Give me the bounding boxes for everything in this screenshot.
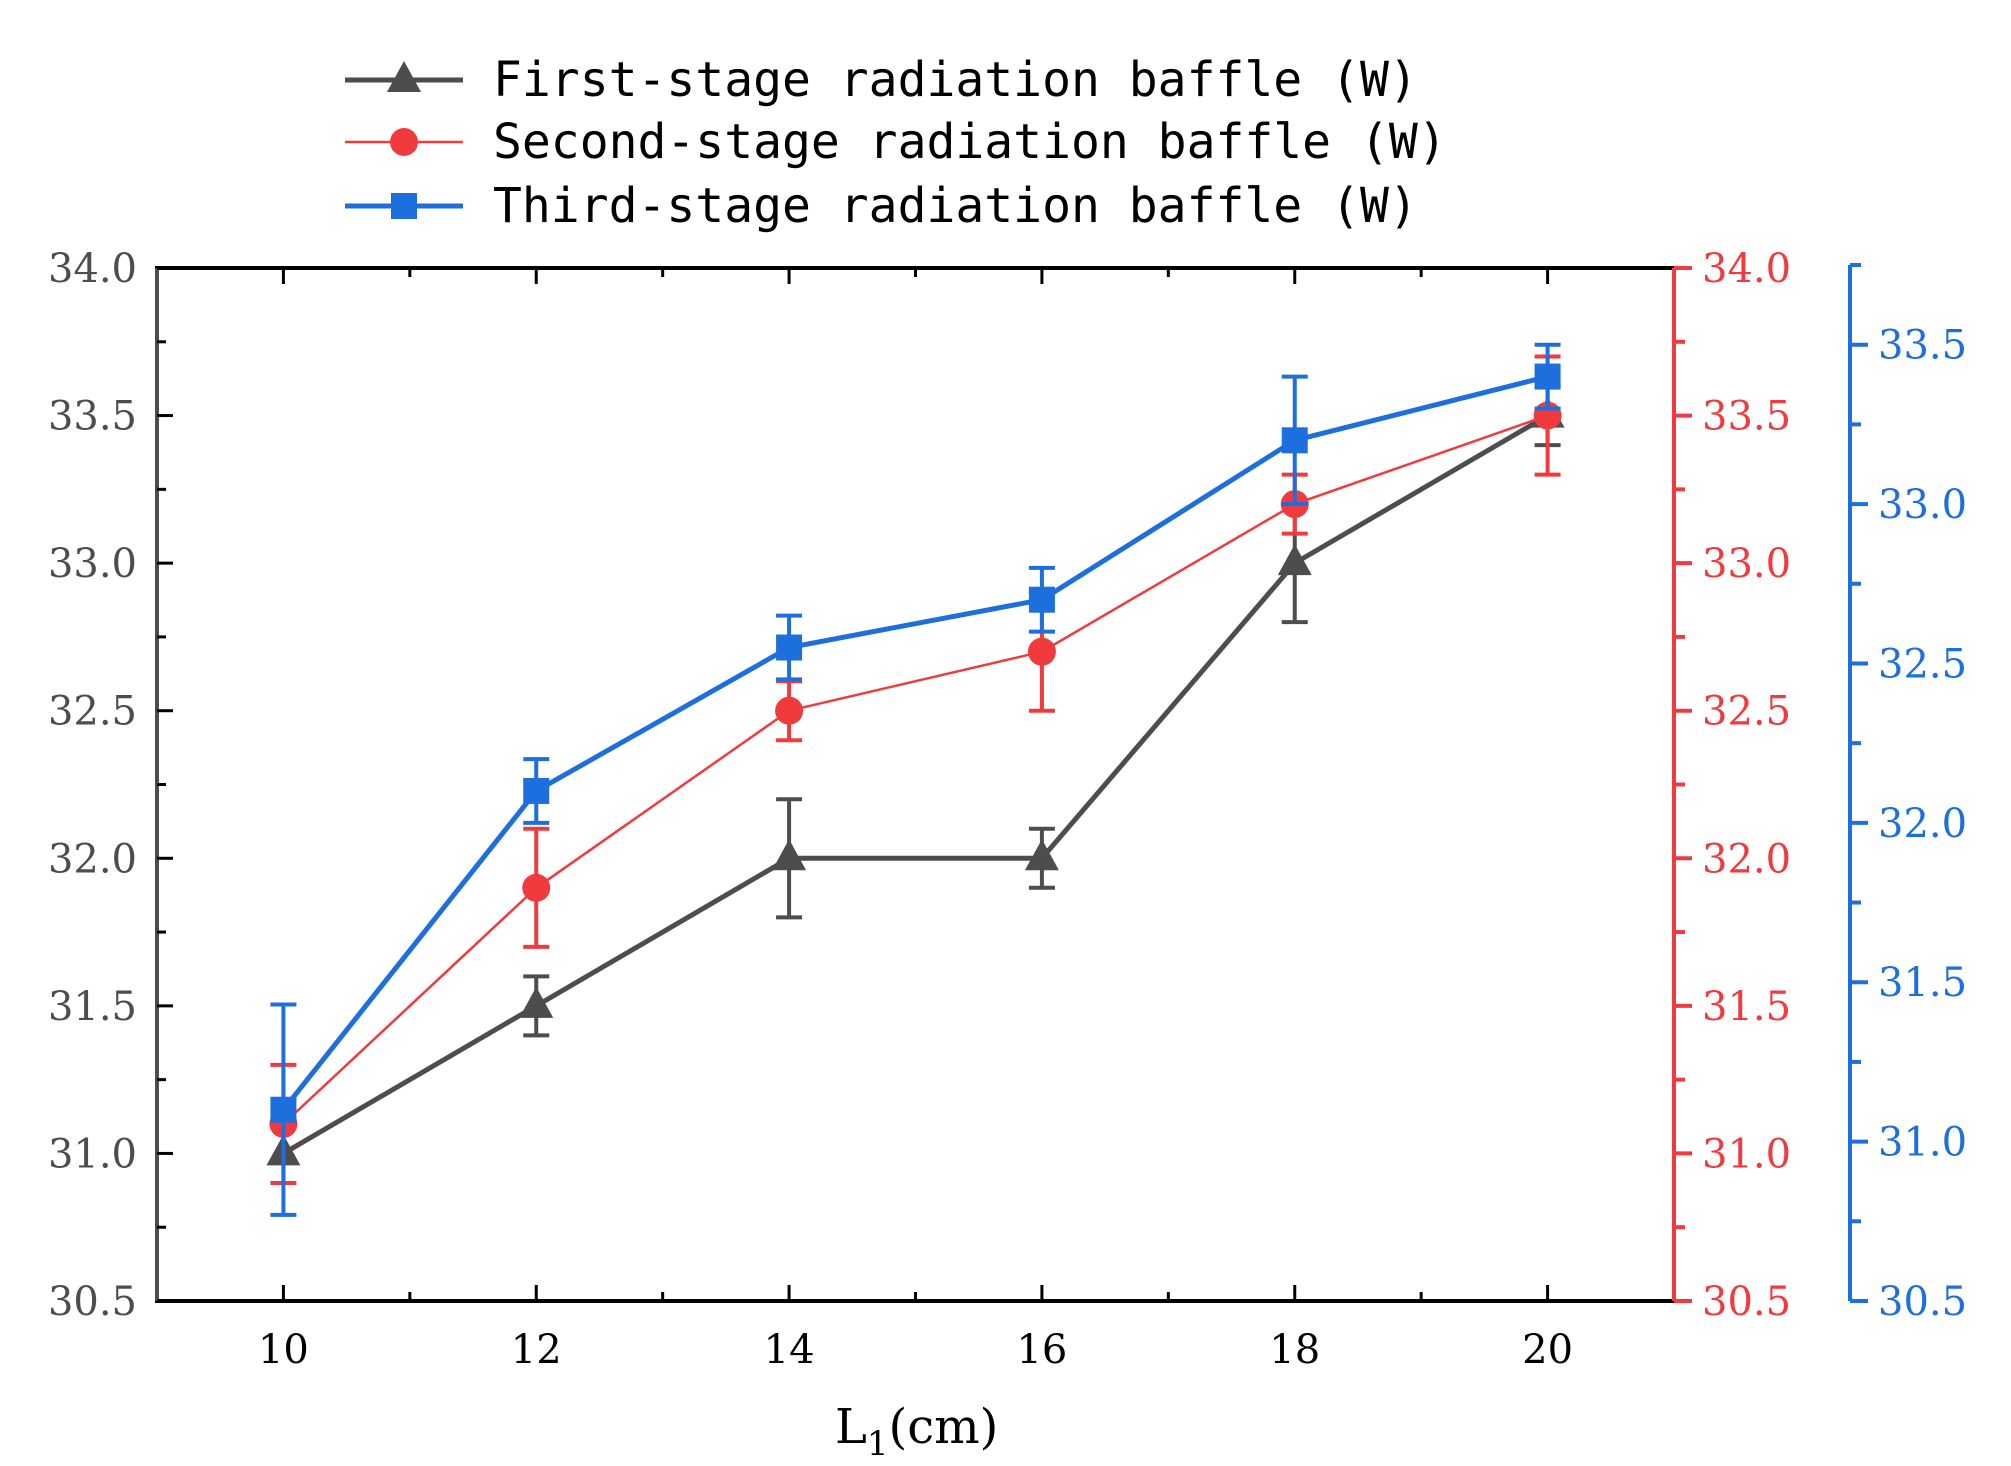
circle-marker [390,128,418,156]
x-axis-title: L1(cm) [835,1399,998,1464]
plot-frame [155,266,1676,1303]
right-red-axis-tick-label: 33.5 [1702,394,1791,440]
circle-marker [775,696,804,725]
axes-layer: 10 12 14 16 18 20 30.5 31.0 31.5 32.0 32.5 33.0 33.5… [48,246,1967,1373]
x-tick-label: 18 [1269,1327,1320,1373]
legend-label: Third-stage radiation baffle (W) [493,178,1418,234]
right-blue-axis-tick-label: 33.0 [1878,482,1967,528]
right-red-axis-tick-label: 30.5 [1702,1279,1791,1325]
series-2 [269,354,1562,1185]
x-tick-label: 12 [511,1327,562,1373]
circle-marker [522,873,551,902]
legend: First-stage radiation baffle (W) Second-s… [345,52,1447,234]
right-blue-axis-tick-label: 33.5 [1878,323,1967,369]
triangle-marker [387,61,421,92]
right-blue-axis-tick-label: 31.0 [1878,1120,1967,1166]
left-axis-tick-label: 31.5 [48,984,137,1030]
right-red-axis-tick-label: 33.0 [1702,541,1791,587]
left-axis-tick-label: 33.5 [48,394,137,440]
right-blue-axis-tick-label: 32.0 [1878,801,1967,847]
left-axis-tick-label: 30.5 [48,1279,137,1325]
square-marker [1281,427,1308,454]
series-line [282,414,1548,1125]
series-line [281,374,1549,1112]
square-marker [523,777,550,804]
legend-label: First-stage radiation baffle (W) [493,52,1418,108]
triangle-marker [772,839,807,871]
left-axis-tick-label: 34.0 [48,246,137,292]
right-blue-axis-tick-label: 32.5 [1878,641,1967,687]
right-red-axis-tick-label: 34.0 [1702,246,1791,292]
left-axis-tick-label: 33.0 [48,541,137,587]
square-marker [776,634,803,661]
right-blue-axis-tick-label: 31.5 [1878,960,1967,1006]
x-tick-label: 20 [1522,1327,1573,1373]
triangle-marker [519,986,554,1018]
legend-item-2: Second-stage radiation baffle (W) [345,114,1447,170]
legend-label: Second-stage radiation baffle (W) [493,114,1447,170]
x-tick-label: 16 [1016,1327,1067,1373]
left-axis-tick-label: 31.0 [48,1131,137,1177]
legend-item-1: First-stage radiation baffle (W) [345,52,1418,108]
circle-marker [1027,637,1056,666]
square-marker [391,193,417,219]
x-tick-label: 10 [258,1327,309,1373]
triangle-marker [1277,544,1312,576]
x-axis-title-sub: 1 [867,1424,889,1464]
right-red-axis-tick-label: 31.5 [1702,984,1791,1030]
right-blue-axis-tick-label: 30.5 [1878,1279,1967,1325]
x-tick-label: 14 [764,1327,815,1373]
triangle-marker [1024,839,1059,871]
series-1 [266,384,1565,1166]
series-3 [270,342,1561,1217]
square-marker [1028,586,1055,613]
right-red-axis-tick-label: 31.0 [1702,1131,1791,1177]
x-axis-title-unit: (cm) [889,1399,999,1455]
left-axis-tick-label: 32.5 [48,689,137,735]
left-axis-tick-label: 32.0 [48,836,137,882]
legend-item-3: Third-stage radiation baffle (W) [345,178,1418,234]
x-axis-title-main: L [835,1399,867,1455]
series-line [282,413,1549,1156]
right-red-axis-tick-label: 32.5 [1702,689,1791,735]
right-red-axis-tick-label: 32.0 [1702,836,1791,882]
series-layer [266,342,1565,1217]
square-marker [1534,363,1561,390]
square-marker [270,1096,297,1123]
